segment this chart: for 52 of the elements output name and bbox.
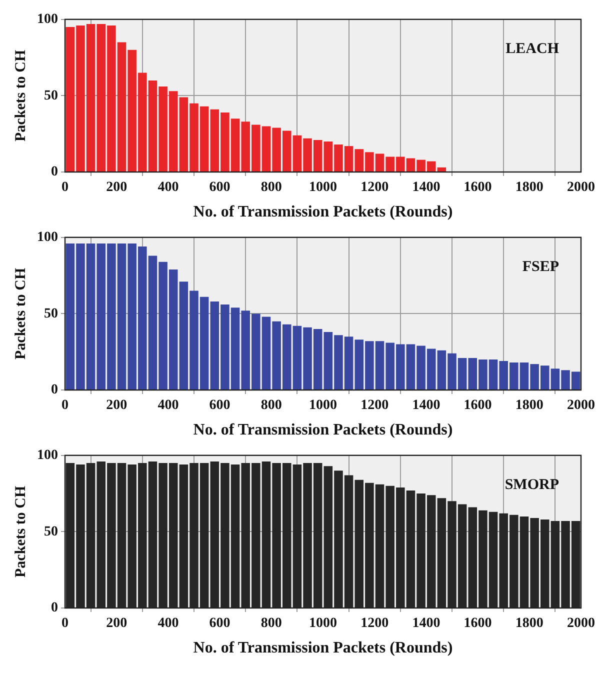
x-tick-label: 600 <box>209 180 230 196</box>
annotation: FSEP <box>522 258 559 275</box>
x-tick-label: 0 <box>62 398 68 414</box>
x-tick-label: 1600 <box>464 616 492 632</box>
bar <box>437 167 446 172</box>
y-tick-label: 50 <box>44 524 58 540</box>
x-tick-label: 1000 <box>309 180 337 196</box>
x-tick-label: 1000 <box>309 398 337 414</box>
y-tick-label: 0 <box>51 164 58 180</box>
y-tick-label: 100 <box>37 12 58 28</box>
y-tick-label: 0 <box>51 600 58 616</box>
x-tick-label: 200 <box>106 398 128 414</box>
x-tick-label: 1400 <box>412 616 440 632</box>
x-tick-label: 1600 <box>464 398 492 414</box>
x-tick-label: 400 <box>158 398 179 414</box>
x-tick-label: 1000 <box>309 616 337 632</box>
y-axis-title: Packets to CH <box>12 486 29 578</box>
y-axis-title: Packets to CH <box>12 50 29 142</box>
x-axis-title: No. of Transmission Packets (Rounds) <box>193 204 453 221</box>
x-tick-label: 2000 <box>567 616 595 632</box>
x-tick-label: 1400 <box>412 180 440 196</box>
annotation: LEACH <box>506 40 560 57</box>
x-tick-label: 600 <box>209 398 230 414</box>
x-tick-label: 1600 <box>464 180 492 196</box>
x-tick-label: 2000 <box>567 398 595 414</box>
x-tick-label: 1800 <box>515 616 544 632</box>
x-tick-label: 200 <box>106 180 128 196</box>
x-axis-title: No. of Transmission Packets (Rounds) <box>193 422 453 439</box>
y-tick-label: 0 <box>51 382 58 398</box>
x-tick-label: 1200 <box>360 180 389 196</box>
x-tick-label: 0 <box>62 180 68 196</box>
x-tick-label: 2000 <box>567 180 595 196</box>
y-tick-label: 100 <box>37 230 58 246</box>
x-tick-label: 1800 <box>515 398 544 414</box>
x-tick-label: 400 <box>158 616 179 632</box>
x-tick-label: 800 <box>260 616 282 632</box>
x-tick-label: 800 <box>260 398 282 414</box>
x-tick-label: 1800 <box>515 180 544 196</box>
x-tick-label: 200 <box>106 616 128 632</box>
y-tick-label: 100 <box>37 448 58 464</box>
x-tick-label: 1200 <box>360 398 389 414</box>
x-tick-label: 800 <box>260 180 282 196</box>
y-axis-title: Packets to CH <box>12 268 29 360</box>
x-tick-label: 1400 <box>412 398 440 414</box>
y-tick-label: 50 <box>44 88 58 104</box>
y-tick-label: 50 <box>44 306 58 322</box>
x-tick-label: 0 <box>62 616 68 632</box>
annotation: SMORP <box>504 476 559 493</box>
x-tick-label: 400 <box>158 180 179 196</box>
x-tick-label: 600 <box>209 616 230 632</box>
x-axis-title: No. of Transmission Packets (Rounds) <box>193 640 453 657</box>
x-tick-label: 1200 <box>360 616 389 632</box>
